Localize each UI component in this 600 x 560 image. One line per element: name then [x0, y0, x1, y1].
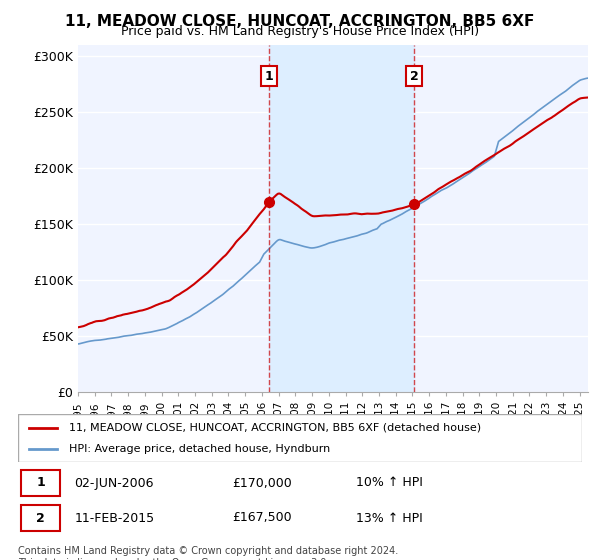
FancyBboxPatch shape — [18, 414, 582, 462]
Text: HPI: Average price, detached house, Hyndburn: HPI: Average price, detached house, Hynd… — [69, 444, 330, 454]
Text: 2: 2 — [36, 511, 45, 525]
Bar — [269, 45, 414, 392]
Text: 1: 1 — [36, 477, 45, 489]
Text: 1: 1 — [265, 69, 274, 82]
Text: 2: 2 — [410, 69, 418, 82]
Text: 13% ↑ HPI: 13% ↑ HPI — [356, 511, 423, 525]
Text: 11, MEADOW CLOSE, HUNCOAT, ACCRINGTON, BB5 6XF (detached house): 11, MEADOW CLOSE, HUNCOAT, ACCRINGTON, B… — [69, 423, 481, 433]
Text: £167,500: £167,500 — [232, 511, 292, 525]
FancyBboxPatch shape — [21, 470, 61, 496]
FancyBboxPatch shape — [21, 505, 61, 531]
Text: £170,000: £170,000 — [232, 477, 292, 489]
Text: Contains HM Land Registry data © Crown copyright and database right 2024.
This d: Contains HM Land Registry data © Crown c… — [18, 546, 398, 560]
Text: 02-JUN-2006: 02-JUN-2006 — [74, 477, 154, 489]
Text: 10% ↑ HPI: 10% ↑ HPI — [356, 477, 423, 489]
Text: 11-FEB-2015: 11-FEB-2015 — [74, 511, 155, 525]
Text: Price paid vs. HM Land Registry's House Price Index (HPI): Price paid vs. HM Land Registry's House … — [121, 25, 479, 38]
Text: 11, MEADOW CLOSE, HUNCOAT, ACCRINGTON, BB5 6XF: 11, MEADOW CLOSE, HUNCOAT, ACCRINGTON, B… — [65, 14, 535, 29]
